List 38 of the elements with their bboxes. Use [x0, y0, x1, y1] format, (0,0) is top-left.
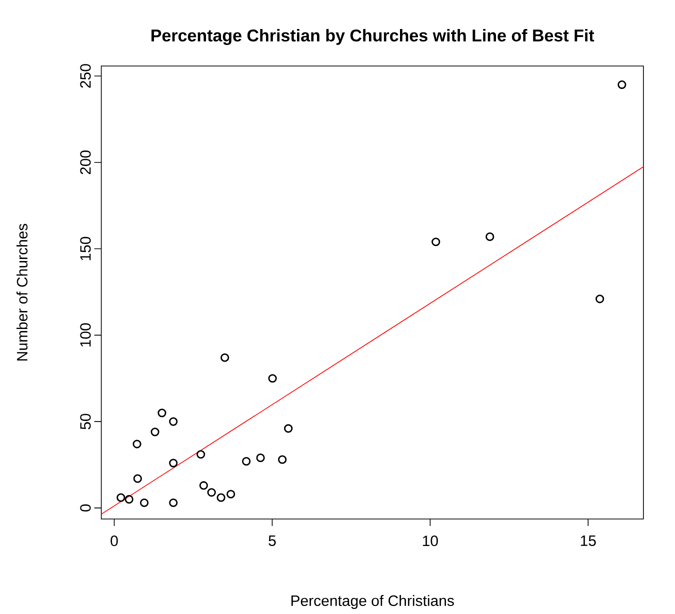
- point: [207, 488, 216, 497]
- point: [256, 454, 265, 462]
- point: [158, 408, 166, 418]
- point: [618, 80, 626, 89]
- point: [199, 481, 208, 490]
- point: [169, 498, 178, 508]
- point: [284, 424, 293, 433]
- point: [226, 490, 236, 498]
- x-tick-label: 0: [110, 536, 118, 546]
- point: [220, 353, 230, 362]
- y-tick-label: 0: [80, 504, 91, 512]
- x-tick-label: 15: [580, 536, 596, 546]
- x-axis-title: Percentage of Christians: [291, 595, 454, 609]
- point: [268, 374, 277, 383]
- point: [124, 495, 134, 504]
- y-axis-title: Number of Churches: [16, 224, 28, 360]
- point: [132, 440, 142, 448]
- y-tick-label: 250: [80, 64, 91, 88]
- point: [596, 294, 604, 304]
- point: [133, 474, 142, 483]
- y-tick-label: 100: [80, 323, 91, 347]
- x-tick-label: 5: [268, 536, 276, 546]
- point: [169, 417, 178, 426]
- point: [140, 498, 149, 508]
- point: [116, 493, 126, 502]
- point: [196, 450, 206, 459]
- point: [242, 456, 251, 466]
- point: [278, 455, 287, 464]
- y-tick-label: 200: [80, 150, 91, 174]
- y-tick-label: 50: [80, 414, 91, 430]
- point: [216, 493, 226, 502]
- point: [432, 238, 440, 246]
- point: [486, 232, 494, 241]
- chart-title: Percentage Christian by Churches with Line of Best Fit: [152, 29, 594, 45]
- point: [150, 428, 160, 436]
- y-tick-label: 150: [80, 236, 91, 260]
- x-tick-label: 10: [422, 536, 438, 546]
- point: [169, 458, 178, 468]
